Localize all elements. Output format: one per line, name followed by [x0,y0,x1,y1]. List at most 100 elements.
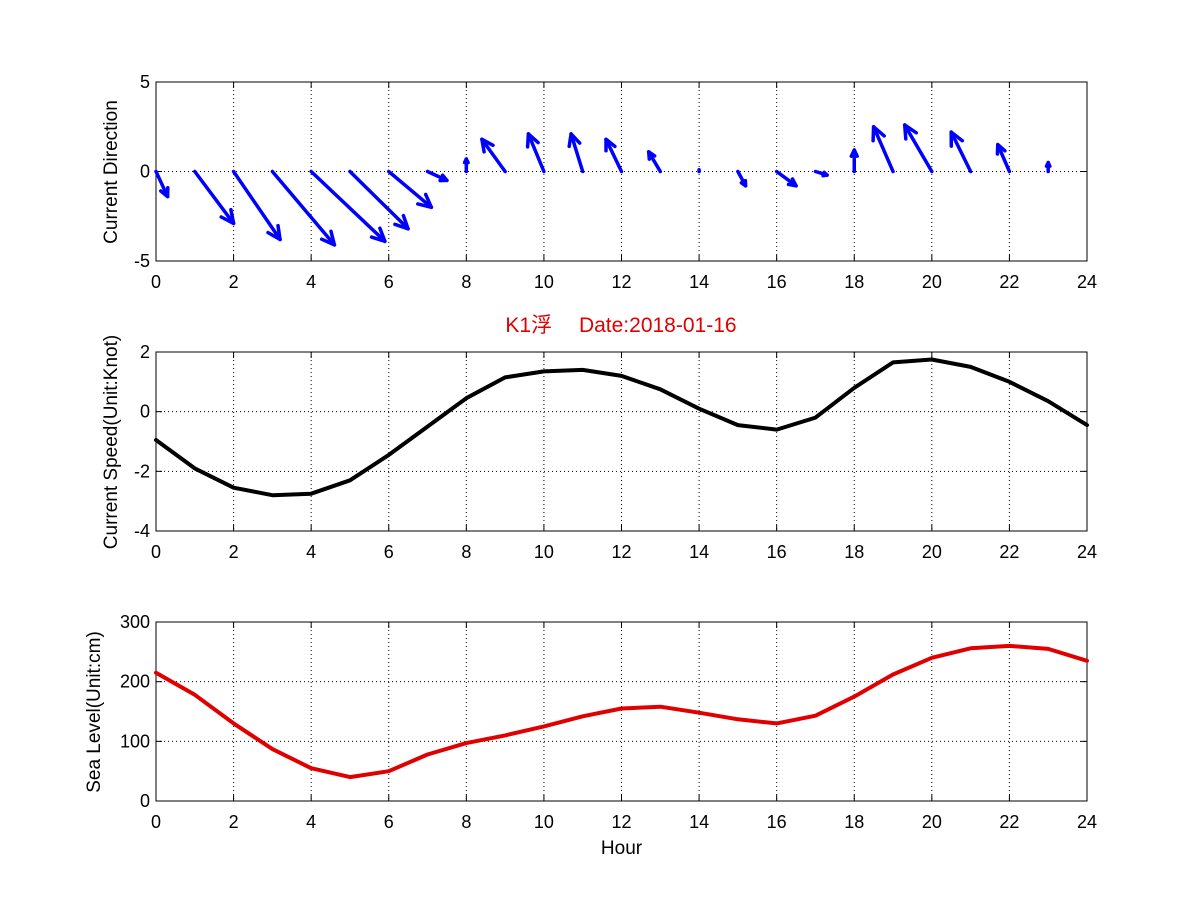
direction-arrow [567,132,585,174]
direction-arrow [425,169,449,183]
sea-level-x-tick-label: 8 [461,812,471,832]
direction-y-tick-label: -5 [134,251,150,271]
sea-level-x-tick-label: 12 [611,812,631,832]
direction-y-tick-label: 0 [140,162,150,182]
direction-x-tick-label: 22 [999,272,1019,292]
direction-arrow [525,132,546,174]
direction-arrow-shaft [193,169,236,226]
speed-x-tick-label: 8 [461,542,471,562]
direction-arrow [1044,160,1052,174]
direction-arrow-shaft [949,130,973,174]
sea-level-x-tick-label: 2 [229,812,239,832]
direction-arrow-shaft [996,142,1012,174]
direction-arrow-shaft [231,169,282,242]
direction-arrow-shaft [309,169,387,244]
direction-arrow [480,137,507,174]
direction-arrow [604,137,624,174]
direction-arrow [231,169,282,242]
sea-level-x-tick-label: 24 [1077,812,1097,832]
direction-arrow-shaft [480,137,507,174]
direction-arrow-shaft [871,125,895,174]
sea-level-x-tick-label: 22 [999,812,1019,832]
direction-arrow-head [480,137,495,154]
direction-arrow-head [871,125,886,143]
direction-arrow-head [416,192,434,210]
direction-arrow-head [438,173,449,183]
direction-arrow [348,169,410,231]
direction-x-tick-label: 18 [844,272,864,292]
direction-arrow-head [849,148,859,158]
speed-x-tick-label: 2 [229,542,239,562]
speed-x-tick-label: 10 [534,542,554,562]
direction-x-tick-label: 8 [461,272,471,292]
direction-arrow [462,157,470,174]
direction-arrow-head [567,132,582,149]
direction-arrow-head [1044,160,1052,168]
sea-level-x-tick-label: 20 [922,812,942,832]
direction-arrow-shaft [902,123,934,174]
direction-y-tick-label: 5 [140,72,150,92]
sea-level-x-axis-label: Hour [601,838,643,859]
sea-level-y-tick-label: 200 [120,672,150,692]
direction-x-tick-label: 4 [306,272,316,292]
direction-arrow-shaft [154,169,170,199]
speed-y-tick-label: 0 [140,402,150,422]
speed-y-tick-label: -2 [134,461,150,481]
direction-arrow [646,150,663,174]
direction-arrow-head [159,185,170,199]
speed-y-tick-label: -4 [134,521,150,541]
sea-level-x-tick-label: 10 [534,812,554,832]
direction-arrow [193,169,236,226]
sea-level-x-tick-label: 0 [151,812,161,832]
sea-level-y-tick-label: 0 [140,791,150,811]
figure-title: K1浮 Date:2018-01-16 [505,314,736,337]
direction-arrow-head [949,130,965,148]
speed-series-line [154,357,1089,498]
direction-x-tick-label: 16 [767,272,787,292]
sea-level-x-tick-label: 18 [844,812,864,832]
direction-arrow [902,123,934,174]
direction-arrow-head [319,229,337,247]
direction-arrow [849,148,859,174]
direction-arrow-head [219,207,236,226]
direction-arrow-shaft [387,169,434,210]
speed-x-tick-label: 24 [1077,542,1097,562]
direction-arrow-head [462,157,470,165]
sea-level-y-tick-label: 100 [120,731,150,751]
direction-arrow-shaft [270,169,337,247]
direction-arrow [736,169,748,188]
sea-level-x-tick-label: 14 [689,812,709,832]
speed-x-tick-label: 0 [151,542,161,562]
direction-arrow-shaft [348,169,410,231]
direction-x-tick-label: 6 [384,272,394,292]
direction-arrow-shaft [569,132,585,174]
direction-arrow [387,169,434,210]
sea-level-y-tick-label: 300 [120,612,150,632]
direction-arrow [949,130,973,174]
speed-x-tick-label: 16 [767,542,787,562]
speed-x-tick-label: 6 [384,542,394,562]
sea-level-x-tick-label: 6 [384,812,394,832]
speed-x-tick-label: 14 [689,542,709,562]
speed-x-tick-label: 22 [999,542,1019,562]
direction-arrow [871,125,895,174]
direction-arrow [774,169,798,188]
direction-arrow-head [604,137,617,153]
direction-arrow-head [995,142,1007,156]
direction-y-axis-label: Current Direction [101,100,122,244]
sea-level-x-tick-label: 4 [306,812,316,832]
direction-arrow-head [646,150,657,161]
direction-arrow-head [821,170,829,178]
direction-arrow-head [786,177,798,188]
direction-arrow-head [902,123,919,141]
direction-arrow [270,169,337,247]
speed-x-tick-label: 4 [306,542,316,562]
direction-arrow [995,142,1012,174]
direction-arrow-shaft [526,132,546,174]
direction-x-tick-label: 12 [611,272,631,292]
